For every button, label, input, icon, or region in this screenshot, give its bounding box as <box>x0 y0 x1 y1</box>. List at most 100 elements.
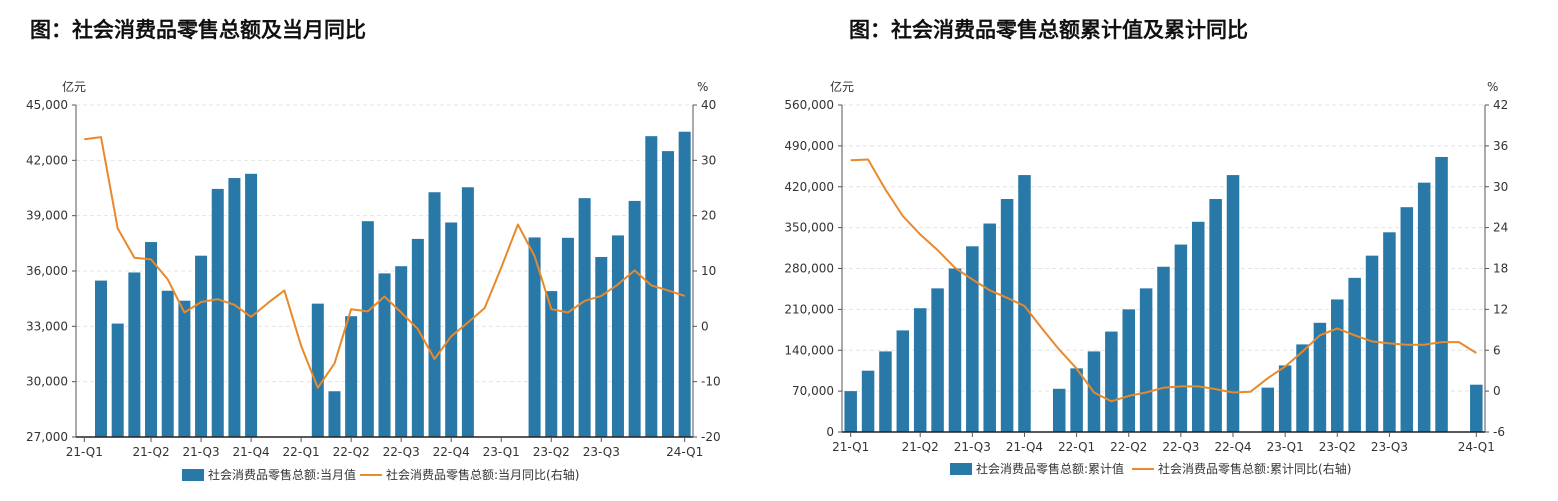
x-axis-tick-label: 21-Q2 <box>132 445 169 459</box>
bar <box>1070 368 1083 432</box>
right-axis-tick-label: 10 <box>701 264 716 278</box>
x-axis-tick-label: 22-Q1 <box>283 445 320 459</box>
x-axis-tick-label: 24-Q1 <box>1458 440 1495 454</box>
right-chart-panel: 图：社会消费品零售总额累计值及累计同比 0 70,000 140,000 210,00… <box>779 0 1558 501</box>
bar <box>1226 175 1240 433</box>
left-axis-tick-label: 560,000 <box>784 98 834 112</box>
right-axis-tick-label: 20 <box>701 209 716 223</box>
right-axis-tick-label: 18 <box>1493 262 1508 276</box>
right-chart-title: 图：社会消费品零售总额累计值及累计同比 <box>849 17 1248 42</box>
left-axis-tick-label: 70,000 <box>792 384 834 398</box>
x-axis-tick-label: 22-Q3 <box>1162 440 1199 454</box>
bar <box>1052 388 1066 432</box>
x-axis-tick-label: 23-Q2 <box>1319 440 1356 454</box>
bar <box>1348 277 1361 432</box>
yoy-line <box>850 158 1477 403</box>
bar <box>1278 365 1292 432</box>
left-axis-tick-label: 30,000 <box>26 375 68 389</box>
bar <box>228 178 241 438</box>
bar <box>611 235 624 437</box>
left-axis-tick-label: 140,000 <box>784 343 834 357</box>
x-axis-tick-label: 22-Q4 <box>433 445 470 459</box>
bar <box>428 192 441 437</box>
left-axis-unit: 亿元 <box>62 79 86 94</box>
left-axis-tick-label: 39,000 <box>26 209 68 223</box>
bar <box>913 308 927 432</box>
x-axis-tick-label: 21-Q1 <box>832 440 869 454</box>
right-axis-tick-label: 36 <box>1493 139 1508 153</box>
bar <box>395 266 408 437</box>
x-axis-tick-label: 23-Q1 <box>483 445 520 459</box>
right-axis-tick-label: 40 <box>701 98 716 112</box>
legend-bar-label: 社会消费品零售总额:累计值 <box>976 461 1124 476</box>
bar <box>95 280 108 437</box>
x-axis-tick-label: 23-Q2 <box>533 445 570 459</box>
bar <box>1209 199 1222 432</box>
legend-line-label: 社会消费品零售总额:当月同比(右轴) <box>386 467 579 482</box>
right-axis-tick-label: -20 <box>701 430 721 444</box>
right-axis-tick-label: 30 <box>701 153 716 167</box>
bar <box>1470 384 1483 432</box>
bar <box>645 136 658 437</box>
bar <box>1383 232 1396 432</box>
bar <box>1018 175 1031 433</box>
left-axis-tick-label: 45,000 <box>26 98 68 112</box>
right-axis-tick-label: 30 <box>1493 180 1508 194</box>
right-axis-tick-label: 24 <box>1493 221 1508 235</box>
bar <box>1139 288 1153 432</box>
left-axis-tick-label: 350,000 <box>784 221 834 235</box>
bar <box>411 238 424 437</box>
right-axis-unit: % <box>1487 80 1498 94</box>
bar <box>378 273 391 437</box>
left-chart-panel: 图：社会消费品零售总额及当月同比 27,000 30,000 33,000 36,00… <box>26 17 721 482</box>
x-axis-tick-label: 21-Q3 <box>183 445 220 459</box>
bar <box>1365 255 1379 432</box>
bar <box>461 187 474 437</box>
left-axis-tick-label: 42,000 <box>26 153 68 167</box>
yoy-line <box>84 136 686 389</box>
x-axis-tick-label: 21-Q4 <box>1006 440 1043 454</box>
bar <box>1313 322 1327 432</box>
bar <box>1157 266 1170 432</box>
bar <box>1174 244 1188 432</box>
legend-bar-swatch <box>182 469 204 481</box>
bar <box>545 291 558 437</box>
left-axis-tick-label: 280,000 <box>784 262 834 276</box>
legend-bar-label: 社会消费品零售总额:当月值 <box>208 467 356 482</box>
left-axis-tick-label: 0 <box>826 425 834 439</box>
bar <box>661 151 674 437</box>
bar <box>1261 387 1275 432</box>
x-axis-tick-label: 22-Q2 <box>1110 440 1147 454</box>
x-axis-tick-label: 23-Q3 <box>1371 440 1408 454</box>
bar <box>445 222 458 437</box>
right-axis-tick-label: 6 <box>1493 343 1501 357</box>
right-axis-unit: % <box>697 80 708 94</box>
x-axis-tick-label: 22-Q2 <box>333 445 370 459</box>
bar <box>1122 309 1135 432</box>
legend: 社会消费品零售总额:当月值 社会消费品零售总额:当月同比(右轴) <box>182 467 579 482</box>
left-axis-tick-label: 420,000 <box>784 180 834 194</box>
left-axis-unit: 亿元 <box>830 79 854 94</box>
bar <box>161 290 174 437</box>
bar <box>245 173 258 437</box>
bar <box>578 198 591 437</box>
bar <box>561 237 574 437</box>
x-axis-tick-label: 22-Q4 <box>1214 440 1251 454</box>
right-axis-tick-label: 42 <box>1493 98 1508 112</box>
bar <box>311 303 324 437</box>
bar <box>145 242 158 437</box>
left-axis-tick-label: 490,000 <box>784 139 834 153</box>
x-axis-tick-label: 21-Q2 <box>902 440 939 454</box>
bar <box>948 268 962 432</box>
bar <box>345 316 358 437</box>
bar <box>678 131 691 437</box>
legend: 社会消费品零售总额:累计值 社会消费品零售总额:累计同比(右轴) <box>950 461 1351 476</box>
right-chart-svg: 0 70,000 140,000 210,000 280,000 350,000 420,0… <box>784 79 1508 476</box>
bar <box>1435 156 1448 432</box>
bar <box>528 237 541 437</box>
legend-line-label: 社会消费品零售总额:累计同比(右轴) <box>1158 461 1351 476</box>
right-axis-tick-label: 0 <box>1493 384 1501 398</box>
bar <box>1296 344 1309 432</box>
left-chart-svg: 27,000 30,000 33,000 36,000 39,000 42,000 45,0… <box>26 79 721 482</box>
bar <box>195 255 208 437</box>
